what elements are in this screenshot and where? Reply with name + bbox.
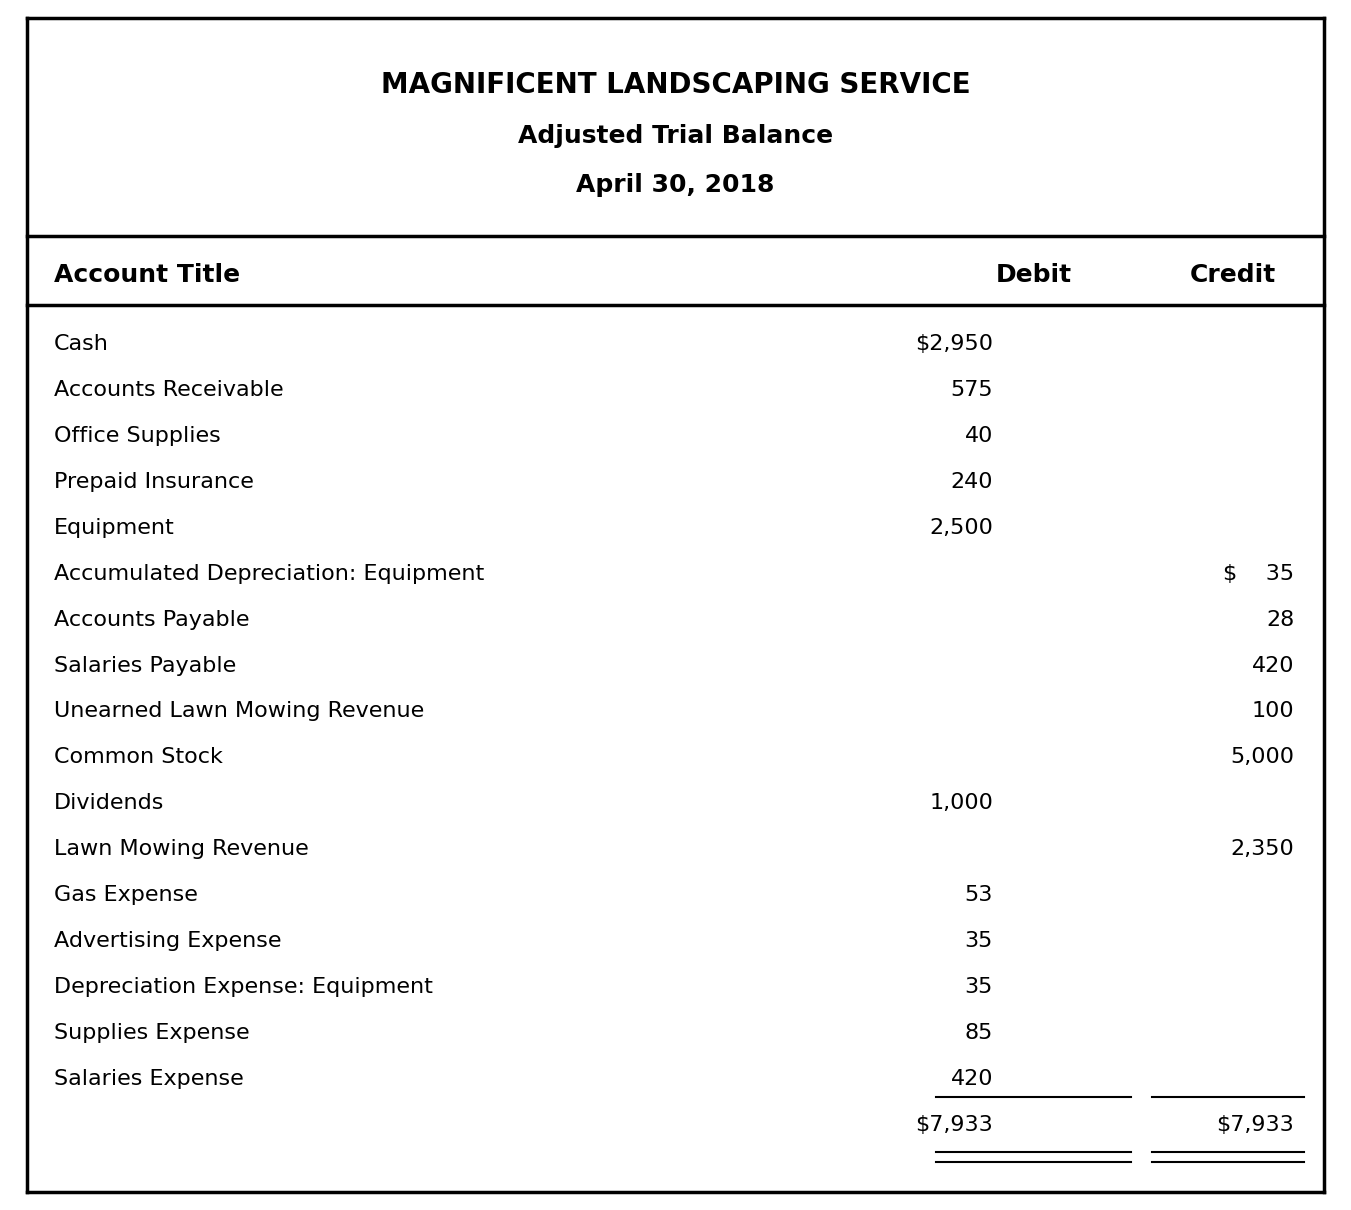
Text: April 30, 2018: April 30, 2018 <box>577 173 774 197</box>
Text: 420: 420 <box>1252 656 1294 675</box>
Text: Supplies Expense: Supplies Expense <box>54 1024 250 1043</box>
Text: 35: 35 <box>965 932 993 951</box>
Text: Adjusted Trial Balance: Adjusted Trial Balance <box>517 123 834 148</box>
Text: Salaries Expense: Salaries Expense <box>54 1070 243 1089</box>
Text: Office Supplies: Office Supplies <box>54 426 220 445</box>
Text: $7,933: $7,933 <box>1216 1116 1294 1135</box>
Text: Debit: Debit <box>996 263 1071 287</box>
Text: Common Stock: Common Stock <box>54 748 223 767</box>
Text: 35: 35 <box>965 978 993 997</box>
Text: Prepaid Insurance: Prepaid Insurance <box>54 472 254 491</box>
Text: $2,950: $2,950 <box>915 334 993 353</box>
Text: 420: 420 <box>951 1070 993 1089</box>
Text: 40: 40 <box>965 426 993 445</box>
Text: Unearned Lawn Mowing Revenue: Unearned Lawn Mowing Revenue <box>54 702 424 721</box>
Text: 240: 240 <box>951 472 993 491</box>
Text: Depreciation Expense: Equipment: Depreciation Expense: Equipment <box>54 978 432 997</box>
Text: 28: 28 <box>1266 610 1294 629</box>
Text: Lawn Mowing Revenue: Lawn Mowing Revenue <box>54 840 309 859</box>
Text: 100: 100 <box>1251 702 1294 721</box>
Text: $    35: $ 35 <box>1223 564 1294 583</box>
Text: Accounts Receivable: Accounts Receivable <box>54 380 284 399</box>
Text: Credit: Credit <box>1190 263 1275 287</box>
Text: 2,350: 2,350 <box>1231 840 1294 859</box>
Text: Account Title: Account Title <box>54 263 240 287</box>
Text: Dividends: Dividends <box>54 794 165 813</box>
Text: 85: 85 <box>965 1024 993 1043</box>
Text: 1,000: 1,000 <box>929 794 993 813</box>
Text: Equipment: Equipment <box>54 518 174 537</box>
Text: 575: 575 <box>950 380 993 399</box>
Text: Accumulated Depreciation: Equipment: Accumulated Depreciation: Equipment <box>54 564 484 583</box>
Text: 2,500: 2,500 <box>929 518 993 537</box>
Text: Gas Expense: Gas Expense <box>54 886 197 905</box>
Text: 53: 53 <box>965 886 993 905</box>
Text: Salaries Payable: Salaries Payable <box>54 656 236 675</box>
Text: 5,000: 5,000 <box>1231 748 1294 767</box>
Text: Cash: Cash <box>54 334 109 353</box>
Text: MAGNIFICENT LANDSCAPING SERVICE: MAGNIFICENT LANDSCAPING SERVICE <box>381 70 970 99</box>
Text: Advertising Expense: Advertising Expense <box>54 932 281 951</box>
Text: Accounts Payable: Accounts Payable <box>54 610 250 629</box>
Text: $7,933: $7,933 <box>915 1116 993 1135</box>
